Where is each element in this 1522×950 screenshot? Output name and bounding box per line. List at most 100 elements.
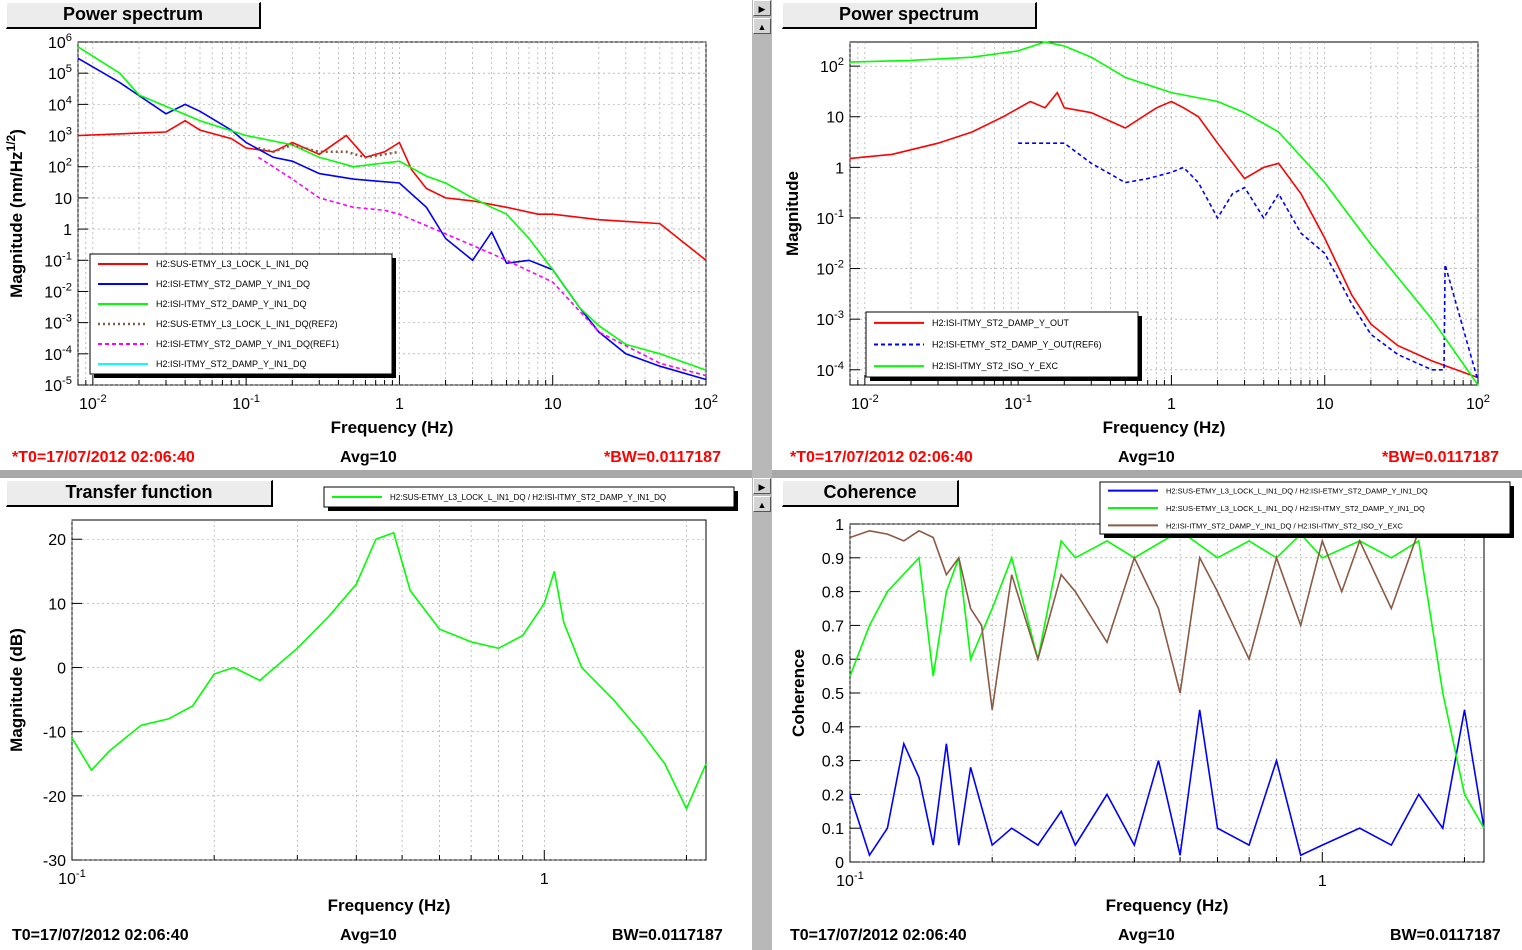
chart-transfer-function: -30 -20 -10 0 10 20 10-1 1 Frequency (Hz) Magnitu… <box>7 486 738 915</box>
legend-label: H2:SUS-ETMY_L3_LOCK_L_IN1_DQ / H2:ISI-IT… <box>390 493 666 502</box>
y-tick-label: 1 <box>835 517 844 534</box>
y-tick-label: 0.8 <box>822 585 844 602</box>
y-tick-label: 0 <box>57 661 66 678</box>
scroll-step-button-lower[interactable]: ▲ <box>753 496 771 512</box>
x-tick-label: 102 <box>1466 393 1490 413</box>
panel-title: Transfer function <box>6 480 273 507</box>
legend-box <box>1099 481 1511 535</box>
x-tick-label: 10-1 <box>58 868 86 888</box>
y-axis-label: Magnitude <box>783 171 802 256</box>
footer-avg: Avg=10 <box>340 449 397 466</box>
legend-label: H2:ISI-ITMY_ST2_DAMP_Y_IN1_DQ <box>156 299 307 309</box>
legend-label: H2:ISI-ETMY_ST2_DAMP_Y_OUT(REF6) <box>932 340 1102 350</box>
x-tick-label: 10-1 <box>836 870 864 890</box>
x-tick-label: 10-2 <box>851 393 879 413</box>
y-axis-label: Magnitude (nm/Hz1/2) <box>4 129 26 298</box>
y-tick-label: 10-4 <box>816 360 844 380</box>
legend-label: H2:SUS-ETMY_L3_LOCK_L_IN1_DQ <box>156 259 309 269</box>
y-tick-label: 10 <box>826 110 844 127</box>
scroll-up-button[interactable]: ▶ <box>753 0 771 16</box>
legend-label: H2:ISI-ETMY_ST2_DAMP_Y_IN1_DQ <box>156 279 310 289</box>
footer-t0: T0=17/07/2012 02:06:40 <box>790 927 967 944</box>
panel-title: Coherence <box>782 480 959 507</box>
vertical-scrollbar[interactable]: ▶ ▲ ▶ ▲ <box>752 0 772 950</box>
y-tick-label: 0.6 <box>822 652 844 669</box>
y-tick-label: 10-3 <box>816 309 844 329</box>
footer-avg: Avg=10 <box>340 927 397 944</box>
y-tick-label: 0 <box>835 855 844 872</box>
footer-bw: *BW=0.0117187 <box>1382 449 1499 466</box>
x-tick-label: 102 <box>694 393 718 413</box>
footer-t0: *T0=17/07/2012 02:06:40 <box>12 449 195 466</box>
legend-box <box>89 253 393 375</box>
series-line <box>71 531 707 811</box>
legend-label: H2:SUS-ETMY_L3_LOCK_L_IN1_DQ / H2:ISI-IT… <box>1166 504 1425 513</box>
y-tick-label: -30 <box>43 853 66 870</box>
x-tick-label: 1 <box>395 396 404 413</box>
y-tick-label: 0.4 <box>822 720 844 737</box>
footer-bw: BW=0.0117187 <box>612 927 723 944</box>
series-line <box>849 529 1420 711</box>
series-line <box>77 46 707 371</box>
panel-power-spectrum-2: Power spectrum 10-4 10-3 10-2 10-1 1 10 102 10-… <box>772 0 1522 470</box>
x-tick-label: 10 <box>1316 396 1334 413</box>
x-tick-label: 10-1 <box>1004 393 1032 413</box>
y-tick-label: 10-4 <box>44 344 72 364</box>
scroll-up-button-lower[interactable]: ▶ <box>753 478 771 494</box>
y-tick-label: 0.9 <box>822 551 844 568</box>
y-tick-label: 0.3 <box>822 754 844 771</box>
y-tick-label: 20 <box>48 532 66 549</box>
legend-label: H2:ISI-ITMY_ST2_DAMP_Y_IN1_DQ / H2:ISI-I… <box>1166 521 1403 530</box>
chart-coherence: 0 0.1 0.2 0.3 0.4 0.5 0.6 0.7 0.8 0.9 1 10-1 1 Freque… <box>789 481 1514 915</box>
footer-t0: T0=17/07/2012 02:06:40 <box>12 927 189 944</box>
panel-power-spectrum-1: Power spectrum 10-5 10-4 10-3 10-2 10-1 1 10 10… <box>0 0 752 470</box>
y-tick-label: 102 <box>48 157 72 177</box>
y-tick-label: 0.2 <box>822 787 844 804</box>
y-tick-label: 10 <box>54 191 72 208</box>
x-axis-label: Frequency (Hz) <box>328 896 451 915</box>
y-tick-label: 10 <box>48 596 66 613</box>
y-tick-label: 1 <box>63 222 72 239</box>
legend-label: H2:ISI-ITMY_ST2_ISO_Y_EXC <box>932 361 1059 371</box>
x-tick-label: 1 <box>1167 396 1176 413</box>
y-tick-label: -10 <box>43 725 66 742</box>
series-line <box>257 156 707 377</box>
panel-title: Power spectrum <box>782 2 1037 29</box>
y-tick-label: 10-3 <box>44 313 72 333</box>
x-axis-label: Frequency (Hz) <box>1103 418 1226 437</box>
x-axis-label: Frequency (Hz) <box>1106 896 1229 915</box>
legend-label: H2:SUS-ETMY_L3_LOCK_L_IN1_DQ / H2:ISI-ET… <box>1166 487 1428 496</box>
panel-transfer-function: Transfer function -30 -20 -10 0 10 20 10-1 1 Fre… <box>0 478 752 950</box>
panel-coherence: Coherence 0 0.1 0.2 0.3 0.4 0.5 0.6 0.7 0.8 0.9 1 1… <box>772 478 1522 950</box>
y-tick-label: 104 <box>48 94 72 114</box>
series-line <box>849 41 1479 386</box>
y-tick-label: 102 <box>820 56 844 76</box>
y-tick-label: 0.5 <box>822 686 844 703</box>
grid <box>849 523 1484 863</box>
series-line <box>849 709 1485 858</box>
grid <box>71 520 706 861</box>
footer-avg: Avg=10 <box>1118 927 1175 944</box>
y-tick-label: 105 <box>48 63 72 83</box>
chart-power-spectrum-1: 10-5 10-4 10-3 10-2 10-1 1 10 102 103 104 105 106 10… <box>4 32 718 437</box>
legend-label: H2:ISI-ITMY_ST2_DAMP_Y_OUT <box>932 318 1070 328</box>
series-line <box>257 143 400 159</box>
x-axis-label: Frequency (Hz) <box>331 418 454 437</box>
x-tick-label: 1 <box>540 871 549 888</box>
panel-title: Power spectrum <box>6 2 261 29</box>
y-axis-label: Coherence <box>789 649 808 737</box>
y-tick-label: 10-2 <box>816 259 844 279</box>
series-line <box>1018 142 1479 382</box>
series-line <box>849 529 1485 829</box>
y-tick-label: 106 <box>48 32 72 52</box>
footer-bw: *BW=0.0117187 <box>604 449 721 466</box>
plot-area <box>71 519 707 861</box>
y-tick-label: 10-1 <box>44 250 72 270</box>
footer-t0: *T0=17/07/2012 02:06:40 <box>790 449 973 466</box>
legend-label: H2:ISI-ITMY_ST2_DAMP_Y_IN1_DQ <box>156 359 307 369</box>
y-tick-label: -20 <box>43 789 66 806</box>
y-tick-label: 10-1 <box>816 208 844 228</box>
x-tick-label: 10-1 <box>232 393 260 413</box>
legend-label: H2:ISI-ETMY_ST2_DAMP_Y_IN1_DQ(REF1) <box>156 339 339 349</box>
scroll-step-button[interactable]: ▲ <box>753 18 771 34</box>
